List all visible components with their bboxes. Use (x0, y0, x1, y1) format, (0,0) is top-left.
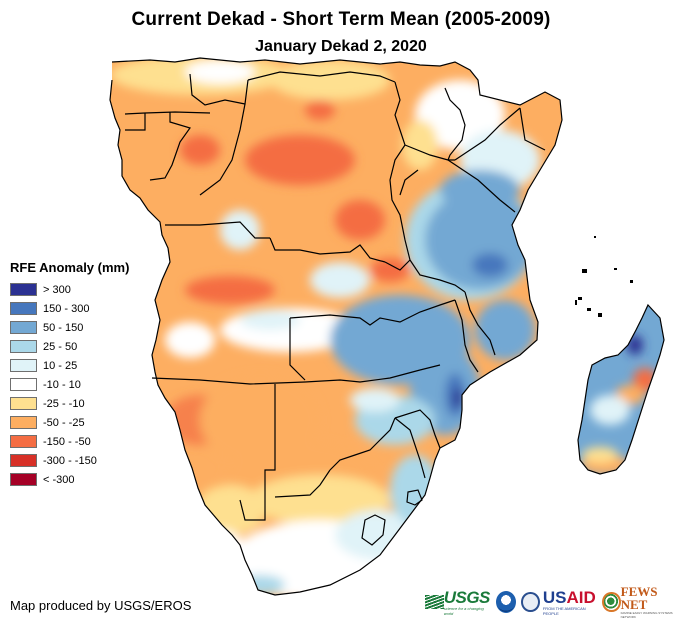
legend-label: 10 - 25 (43, 359, 78, 372)
legend-swatch (10, 473, 37, 486)
usgs-wave-icon (425, 595, 444, 609)
legend-item: -50 - -25 (10, 413, 129, 432)
legend-swatch (10, 397, 37, 410)
map-subtitle: January Dekad 2, 2020 (255, 38, 427, 55)
legend-swatch (10, 454, 37, 467)
legend-label: > 300 (43, 283, 71, 296)
legend-swatch (10, 283, 37, 296)
legend-swatch (10, 416, 37, 429)
legend-swatch (10, 378, 37, 391)
noaa-logo-icon (496, 591, 517, 613)
country-borders (109, 57, 665, 596)
legend-item: 50 - 150 (10, 318, 129, 337)
mainland-coastline (109, 57, 563, 596)
legend-label: 150 - 300 (43, 302, 90, 315)
usaid-logo: USAID FROM THE AMERICAN PEOPLE (521, 589, 597, 616)
legend-item: -300 - -150 (10, 451, 129, 470)
credit-text: Map produced by USGS/EROS (10, 598, 192, 613)
legend-label: -50 - -25 (43, 416, 85, 429)
legend-label: < -300 (43, 473, 75, 486)
legend-label: -300 - -150 (43, 454, 97, 467)
madagascar-anomaly (578, 305, 664, 474)
legend-swatch (10, 435, 37, 448)
legend-swatch (10, 321, 37, 334)
legend-label: 50 - 150 (43, 321, 84, 334)
mainland-anomaly (110, 58, 562, 595)
map-title: Current Dekad - Short Term Mean (2005-20… (131, 9, 551, 30)
usgs-logo: USGS science for a changing world (425, 589, 491, 616)
usaid-seal-icon (521, 592, 540, 612)
islands (575, 236, 633, 317)
fewsnet-globe-icon (602, 592, 621, 612)
legend-label: -25 - -10 (43, 397, 85, 410)
legend-swatch (10, 359, 37, 372)
fewsnet-logo: FEWS NET FAMINE EARLY WARNING SYSTEMS NE… (602, 585, 682, 619)
madagascar-coastline (577, 303, 665, 475)
legend-item: > 300 (10, 280, 129, 299)
legend-item: -10 - 10 (10, 375, 129, 394)
partner-logos: USGS science for a changing world USAID … (425, 585, 682, 619)
legend-item: -150 - -50 (10, 432, 129, 451)
legend-swatch (10, 302, 37, 315)
legend-item: 10 - 25 (10, 356, 129, 375)
legend-label: -10 - 10 (43, 378, 81, 391)
legend-item: 150 - 300 (10, 299, 129, 318)
legend-swatch (10, 340, 37, 353)
legend-label: 25 - 50 (43, 340, 78, 353)
legend-item: -25 - -10 (10, 394, 129, 413)
legend: RFE Anomaly (mm) > 300 150 - 300 50 - 150 2… (10, 260, 129, 489)
legend-item: < -300 (10, 470, 129, 489)
legend-item: 25 - 50 (10, 337, 129, 356)
legend-label: -150 - -50 (43, 435, 91, 448)
legend-title: RFE Anomaly (mm) (10, 260, 130, 275)
